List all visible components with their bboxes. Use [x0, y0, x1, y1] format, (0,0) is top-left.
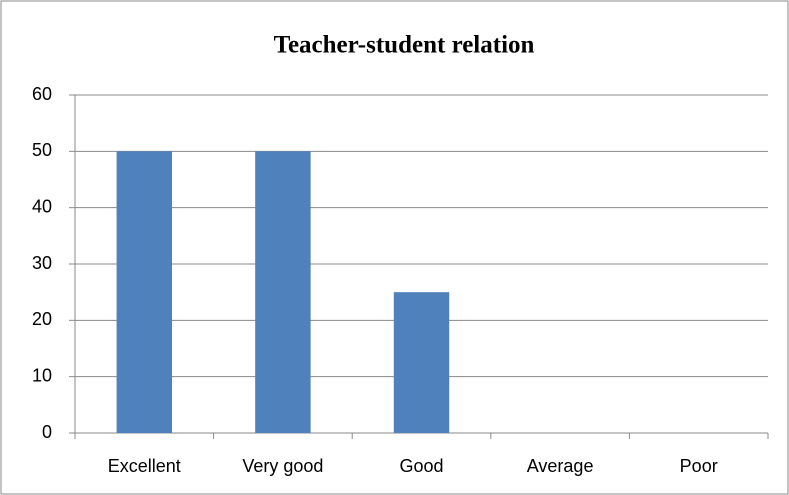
bar	[393, 292, 450, 433]
x-tick-label: Excellent	[108, 456, 181, 476]
bar	[255, 151, 311, 434]
y-tick-label: 40	[32, 196, 52, 216]
y-tick-label: 50	[32, 140, 52, 160]
x-tick-label: Average	[527, 456, 594, 476]
x-tick-label: Good	[399, 456, 443, 476]
y-tick-label: 60	[32, 84, 52, 104]
chart-title: Teacher-student relation	[274, 32, 535, 59]
y-tick-label: 0	[42, 422, 52, 442]
bar	[116, 151, 173, 434]
y-tick-label: 30	[32, 253, 52, 273]
x-tick-label: Poor	[680, 456, 718, 476]
y-tick-label: 10	[32, 365, 52, 385]
x-tick-label: Very good	[242, 456, 323, 476]
y-tick-label: 20	[32, 309, 52, 329]
